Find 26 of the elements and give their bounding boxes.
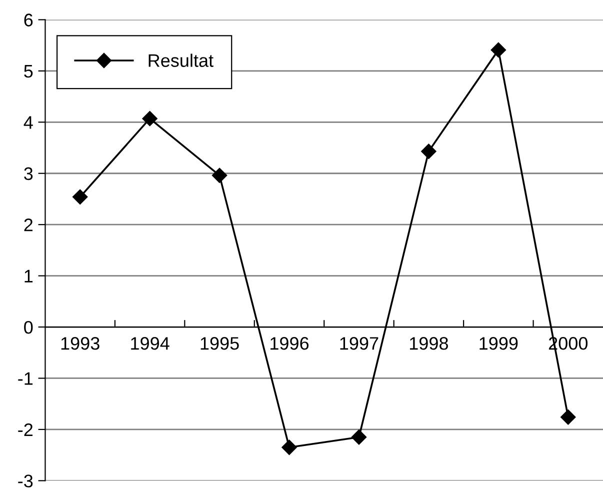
- y-tick-label: 3: [24, 167, 33, 180]
- y-tick-label: 2: [24, 218, 33, 232]
- point: [560, 410, 576, 425]
- point: [142, 111, 158, 126]
- legend-label: Resultat: [148, 54, 214, 67]
- y-tick-label: 6: [24, 14, 33, 26]
- y-tick-label: 4: [24, 116, 33, 129]
- point: [282, 440, 297, 455]
- y-tick-label: -1: [18, 372, 33, 385]
- x-tick-label: 1994: [131, 337, 170, 350]
- y-tick-label: 5: [24, 65, 33, 78]
- point: [72, 189, 88, 204]
- point: [212, 168, 228, 183]
- point: [490, 42, 506, 58]
- point: [421, 144, 436, 159]
- x-tick-label: 1997: [340, 337, 378, 350]
- x-tick-label: 1993: [61, 337, 100, 350]
- x-tick-label: 1995: [200, 337, 239, 350]
- y-tick-label: -2: [18, 423, 33, 436]
- y-tick-label: 1: [24, 270, 33, 282]
- x-tick-label: 1998: [410, 337, 448, 350]
- y-tick-label: 0: [24, 320, 33, 334]
- point: [351, 430, 367, 445]
- x-tick-label: 1999: [480, 337, 518, 350]
- y-tick-label: -3: [18, 474, 33, 488]
- x-tick-label: 1996: [270, 337, 309, 350]
